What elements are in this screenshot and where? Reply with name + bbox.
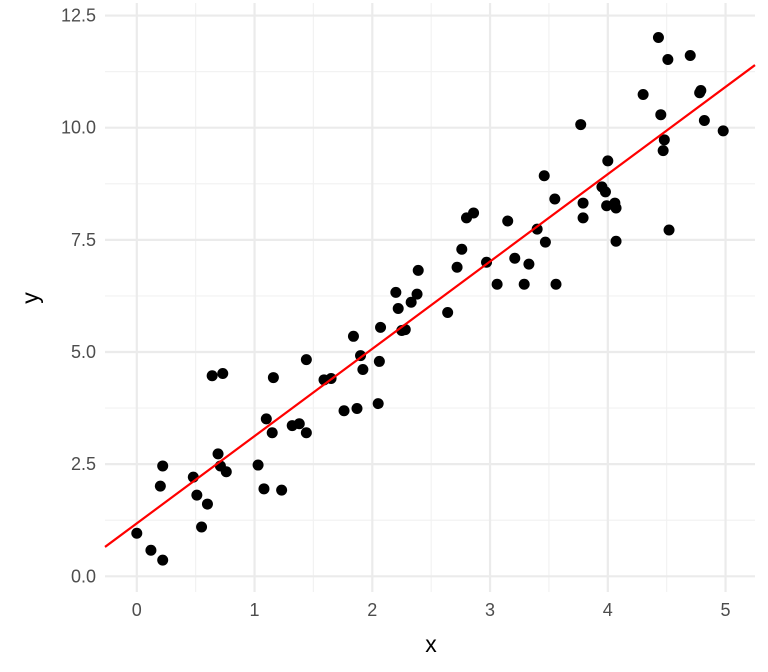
- data-point: [392, 302, 404, 314]
- x-axis-label: x: [425, 631, 437, 657]
- data-point: [390, 286, 402, 298]
- x-tick-label: 2: [367, 600, 377, 620]
- data-point: [212, 448, 224, 460]
- data-point: [610, 235, 622, 247]
- data-point: [456, 243, 468, 255]
- data-point: [300, 427, 312, 439]
- data-point: [411, 288, 423, 300]
- data-point: [684, 49, 696, 61]
- data-point: [131, 527, 143, 539]
- x-tick-label: 4: [603, 600, 613, 620]
- data-point: [549, 193, 561, 205]
- y-tick-label: 5.0: [71, 342, 96, 362]
- x-tick-label: 3: [485, 600, 495, 620]
- data-point: [610, 202, 622, 214]
- data-point: [575, 119, 587, 131]
- data-point: [523, 258, 535, 270]
- data-point: [266, 427, 278, 439]
- data-point: [157, 460, 169, 472]
- data-point: [206, 370, 218, 382]
- data-point: [577, 212, 589, 224]
- fit-line-group: [104, 64, 756, 548]
- y-tick-label: 7.5: [71, 230, 96, 250]
- data-point: [252, 459, 264, 471]
- data-point: [662, 54, 674, 66]
- y-tick-label: 12.5: [61, 6, 96, 26]
- data-point: [577, 197, 589, 209]
- data-point: [531, 223, 543, 235]
- y-tick-label: 2.5: [71, 454, 96, 474]
- data-point: [509, 252, 521, 264]
- data-point: [375, 321, 387, 333]
- x-tick-label: 1: [250, 600, 260, 620]
- data-point: [293, 418, 305, 430]
- data-point: [145, 544, 157, 556]
- data-point: [154, 480, 166, 492]
- y-axis-label: y: [17, 292, 43, 304]
- data-point: [442, 307, 454, 319]
- data-point: [351, 403, 363, 415]
- x-axis-ticks: 0 1 2 3 4 5: [132, 600, 731, 620]
- data-point: [399, 324, 411, 336]
- data-point: [538, 170, 550, 182]
- data-point: [220, 466, 232, 478]
- data-point: [502, 215, 514, 227]
- data-point: [357, 363, 369, 375]
- data-point: [258, 483, 270, 495]
- data-point: [451, 261, 463, 273]
- data-point: [657, 145, 669, 157]
- data-point: [347, 330, 359, 342]
- data-point: [550, 278, 562, 290]
- data-point: [260, 413, 272, 425]
- data-point: [217, 368, 229, 380]
- data-point: [655, 109, 667, 121]
- data-point: [191, 489, 203, 501]
- data-point: [663, 224, 675, 236]
- data-point: [412, 264, 424, 276]
- data-point: [518, 278, 530, 290]
- y-axis-ticks: 0.0 2.5 5.0 7.5 10.0 12.5: [61, 6, 96, 587]
- data-point: [300, 354, 312, 366]
- data-point: [267, 372, 279, 384]
- data-point: [405, 296, 417, 308]
- data-point: [695, 84, 707, 96]
- data-point: [196, 521, 208, 533]
- data-point: [652, 32, 664, 44]
- data-point: [276, 484, 288, 496]
- data-point: [698, 115, 710, 127]
- data-point: [717, 125, 729, 137]
- data-point: [157, 554, 169, 566]
- data-point: [539, 236, 551, 248]
- data-point: [201, 498, 213, 510]
- data-point: [637, 89, 649, 101]
- data-point: [372, 398, 384, 410]
- y-tick-label: 0.0: [71, 566, 96, 586]
- data-point: [658, 134, 670, 146]
- data-points: [131, 32, 729, 566]
- data-point: [491, 278, 503, 290]
- data-point: [373, 355, 385, 367]
- x-tick-label: 5: [721, 600, 731, 620]
- data-point: [338, 405, 350, 417]
- y-tick-label: 10.0: [61, 118, 96, 138]
- grid: [105, 3, 755, 592]
- x-tick-label: 0: [132, 600, 142, 620]
- data-point: [602, 155, 614, 167]
- data-point: [468, 207, 480, 219]
- fit-line: [104, 64, 756, 548]
- data-point: [599, 186, 611, 198]
